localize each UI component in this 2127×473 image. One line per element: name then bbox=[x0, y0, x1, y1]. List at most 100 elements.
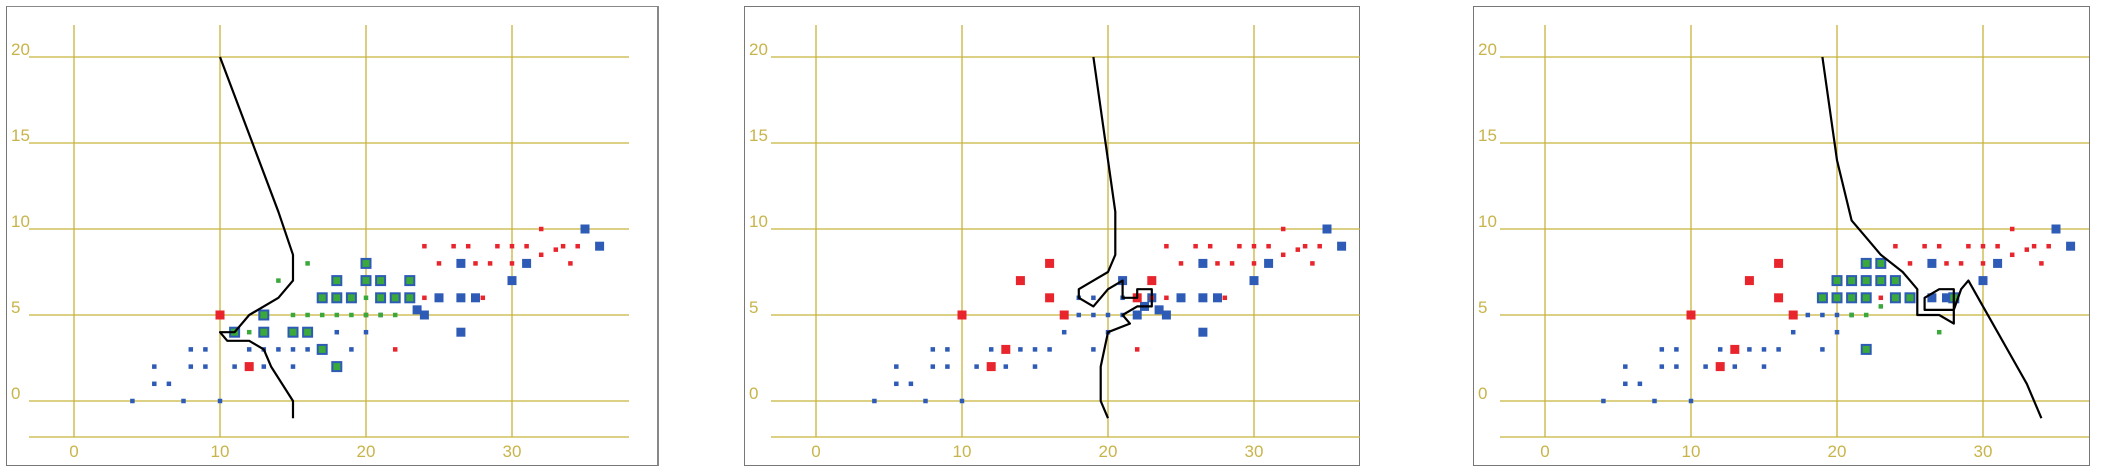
data-point-blue bbox=[181, 398, 186, 404]
scatter-panel-1: 0 10 20 30 0 5 10 15 20 bbox=[6, 6, 659, 466]
data-point-red bbox=[422, 243, 427, 249]
data-point-red bbox=[1237, 243, 1242, 249]
data-point-blue bbox=[1805, 312, 1811, 318]
data-point-red bbox=[1980, 243, 1986, 249]
data-point-red bbox=[1907, 261, 1913, 266]
data-point-green bbox=[246, 329, 252, 335]
y-tick-label: 15 bbox=[1478, 126, 1497, 145]
x-tick-label: 30 bbox=[1245, 442, 1264, 461]
data-point-red bbox=[553, 247, 559, 252]
x-tick-label: 30 bbox=[503, 442, 522, 461]
data-point-blue bbox=[1091, 312, 1096, 318]
y-tick-label: 10 bbox=[11, 212, 30, 231]
data-point-red bbox=[2009, 226, 2015, 232]
data-point-red bbox=[1164, 243, 1169, 249]
data-point-blue bbox=[471, 293, 480, 303]
data-point-green bbox=[363, 295, 369, 301]
data-point-red bbox=[1251, 243, 1257, 249]
data-point-blue bbox=[1213, 293, 1222, 303]
data-point-red bbox=[487, 261, 493, 266]
data-point-red bbox=[422, 295, 427, 301]
data-point-red bbox=[1774, 293, 1784, 303]
decision-boundary bbox=[218, 56, 295, 419]
data-point-green bbox=[349, 312, 354, 318]
y-tick-label: 15 bbox=[749, 126, 768, 145]
data-point-blue bbox=[1198, 327, 1208, 337]
data-point-blue bbox=[1091, 347, 1096, 352]
data-point-green bbox=[290, 312, 296, 318]
data-point-blue bbox=[305, 347, 310, 352]
data-point-green bbox=[287, 326, 299, 338]
data-point-green bbox=[1860, 292, 1872, 304]
data-point-green bbox=[316, 343, 328, 355]
data-point-green bbox=[1846, 275, 1858, 287]
y-tick-label: 0 bbox=[11, 384, 20, 403]
data-point-blue bbox=[580, 224, 590, 234]
data-point-red bbox=[575, 243, 580, 249]
data-point-red bbox=[465, 243, 471, 249]
data-point-blue bbox=[1091, 295, 1096, 301]
data-point-red bbox=[1715, 362, 1725, 372]
data-point-blue bbox=[412, 305, 422, 315]
data-point-blue bbox=[1790, 329, 1796, 335]
data-point-red bbox=[436, 261, 442, 266]
data-point-green bbox=[375, 275, 387, 287]
x-tick-label: 30 bbox=[1974, 442, 1993, 461]
x-tick-label: 20 bbox=[1099, 442, 1118, 461]
data-point-blue bbox=[1776, 347, 1781, 352]
data-point-blue bbox=[1732, 364, 1738, 369]
data-point-red bbox=[392, 347, 398, 352]
y-tick-label: 0 bbox=[1478, 384, 1487, 403]
data-point-red bbox=[2031, 243, 2037, 249]
data-point-blue bbox=[1659, 364, 1665, 369]
data-point-green bbox=[1875, 275, 1887, 287]
data-point-blue bbox=[1198, 293, 1208, 303]
y-tick-label: 5 bbox=[1478, 298, 1487, 317]
data-point-blue bbox=[334, 329, 340, 335]
data-point-red bbox=[1193, 243, 1198, 249]
scatter-panel-2: 0 10 20 30 0 5 10 15 20 bbox=[744, 6, 1360, 466]
data-point-red bbox=[2024, 247, 2030, 252]
data-point-blue bbox=[363, 329, 369, 335]
y-tick-label: 20 bbox=[11, 40, 30, 59]
y-tick-label: 10 bbox=[749, 212, 768, 231]
data-point-blue bbox=[872, 398, 877, 404]
data-point-red bbox=[1295, 247, 1301, 252]
data-point-red bbox=[1310, 261, 1315, 266]
data-point-blue bbox=[930, 364, 936, 369]
data-point-blue bbox=[1747, 347, 1752, 352]
data-point-green bbox=[1889, 292, 1901, 304]
data-point-blue bbox=[2066, 241, 2076, 251]
data-point-green bbox=[1889, 275, 1901, 287]
data-point-red bbox=[1744, 276, 1754, 286]
data-point-blue bbox=[1076, 312, 1082, 318]
data-point-green bbox=[404, 275, 416, 287]
data-point-blue bbox=[2051, 224, 2061, 234]
data-point-red bbox=[509, 261, 515, 266]
data-point-red bbox=[1045, 293, 1055, 303]
data-point-blue bbox=[456, 293, 466, 303]
data-point-blue bbox=[261, 364, 267, 369]
x-tick-label: 0 bbox=[811, 442, 820, 461]
data-point-blue bbox=[1674, 347, 1679, 352]
data-point-red bbox=[1893, 243, 1898, 249]
data-point-blue bbox=[1032, 364, 1038, 369]
data-point-blue bbox=[1993, 258, 2003, 268]
data-point-red bbox=[1788, 310, 1798, 320]
data-point-blue bbox=[1601, 398, 1606, 404]
y-tick-label: 15 bbox=[11, 126, 30, 145]
data-point-green bbox=[302, 326, 314, 338]
chart-3-plot: 0 10 20 30 0 5 10 15 20 bbox=[1478, 25, 2089, 461]
x-tick-label: 10 bbox=[1682, 442, 1701, 461]
data-point-blue bbox=[290, 364, 296, 369]
x-tick-label: 10 bbox=[211, 442, 230, 461]
data-point-green bbox=[375, 292, 387, 304]
data-point-red bbox=[1944, 261, 1949, 266]
data-point-blue bbox=[1637, 381, 1643, 387]
data-point-green bbox=[331, 361, 343, 373]
data-point-red bbox=[2039, 261, 2044, 266]
y-tick-label: 10 bbox=[1478, 212, 1497, 231]
data-point-blue bbox=[908, 381, 914, 387]
data-point-red bbox=[215, 310, 225, 320]
data-point-green bbox=[360, 257, 372, 269]
